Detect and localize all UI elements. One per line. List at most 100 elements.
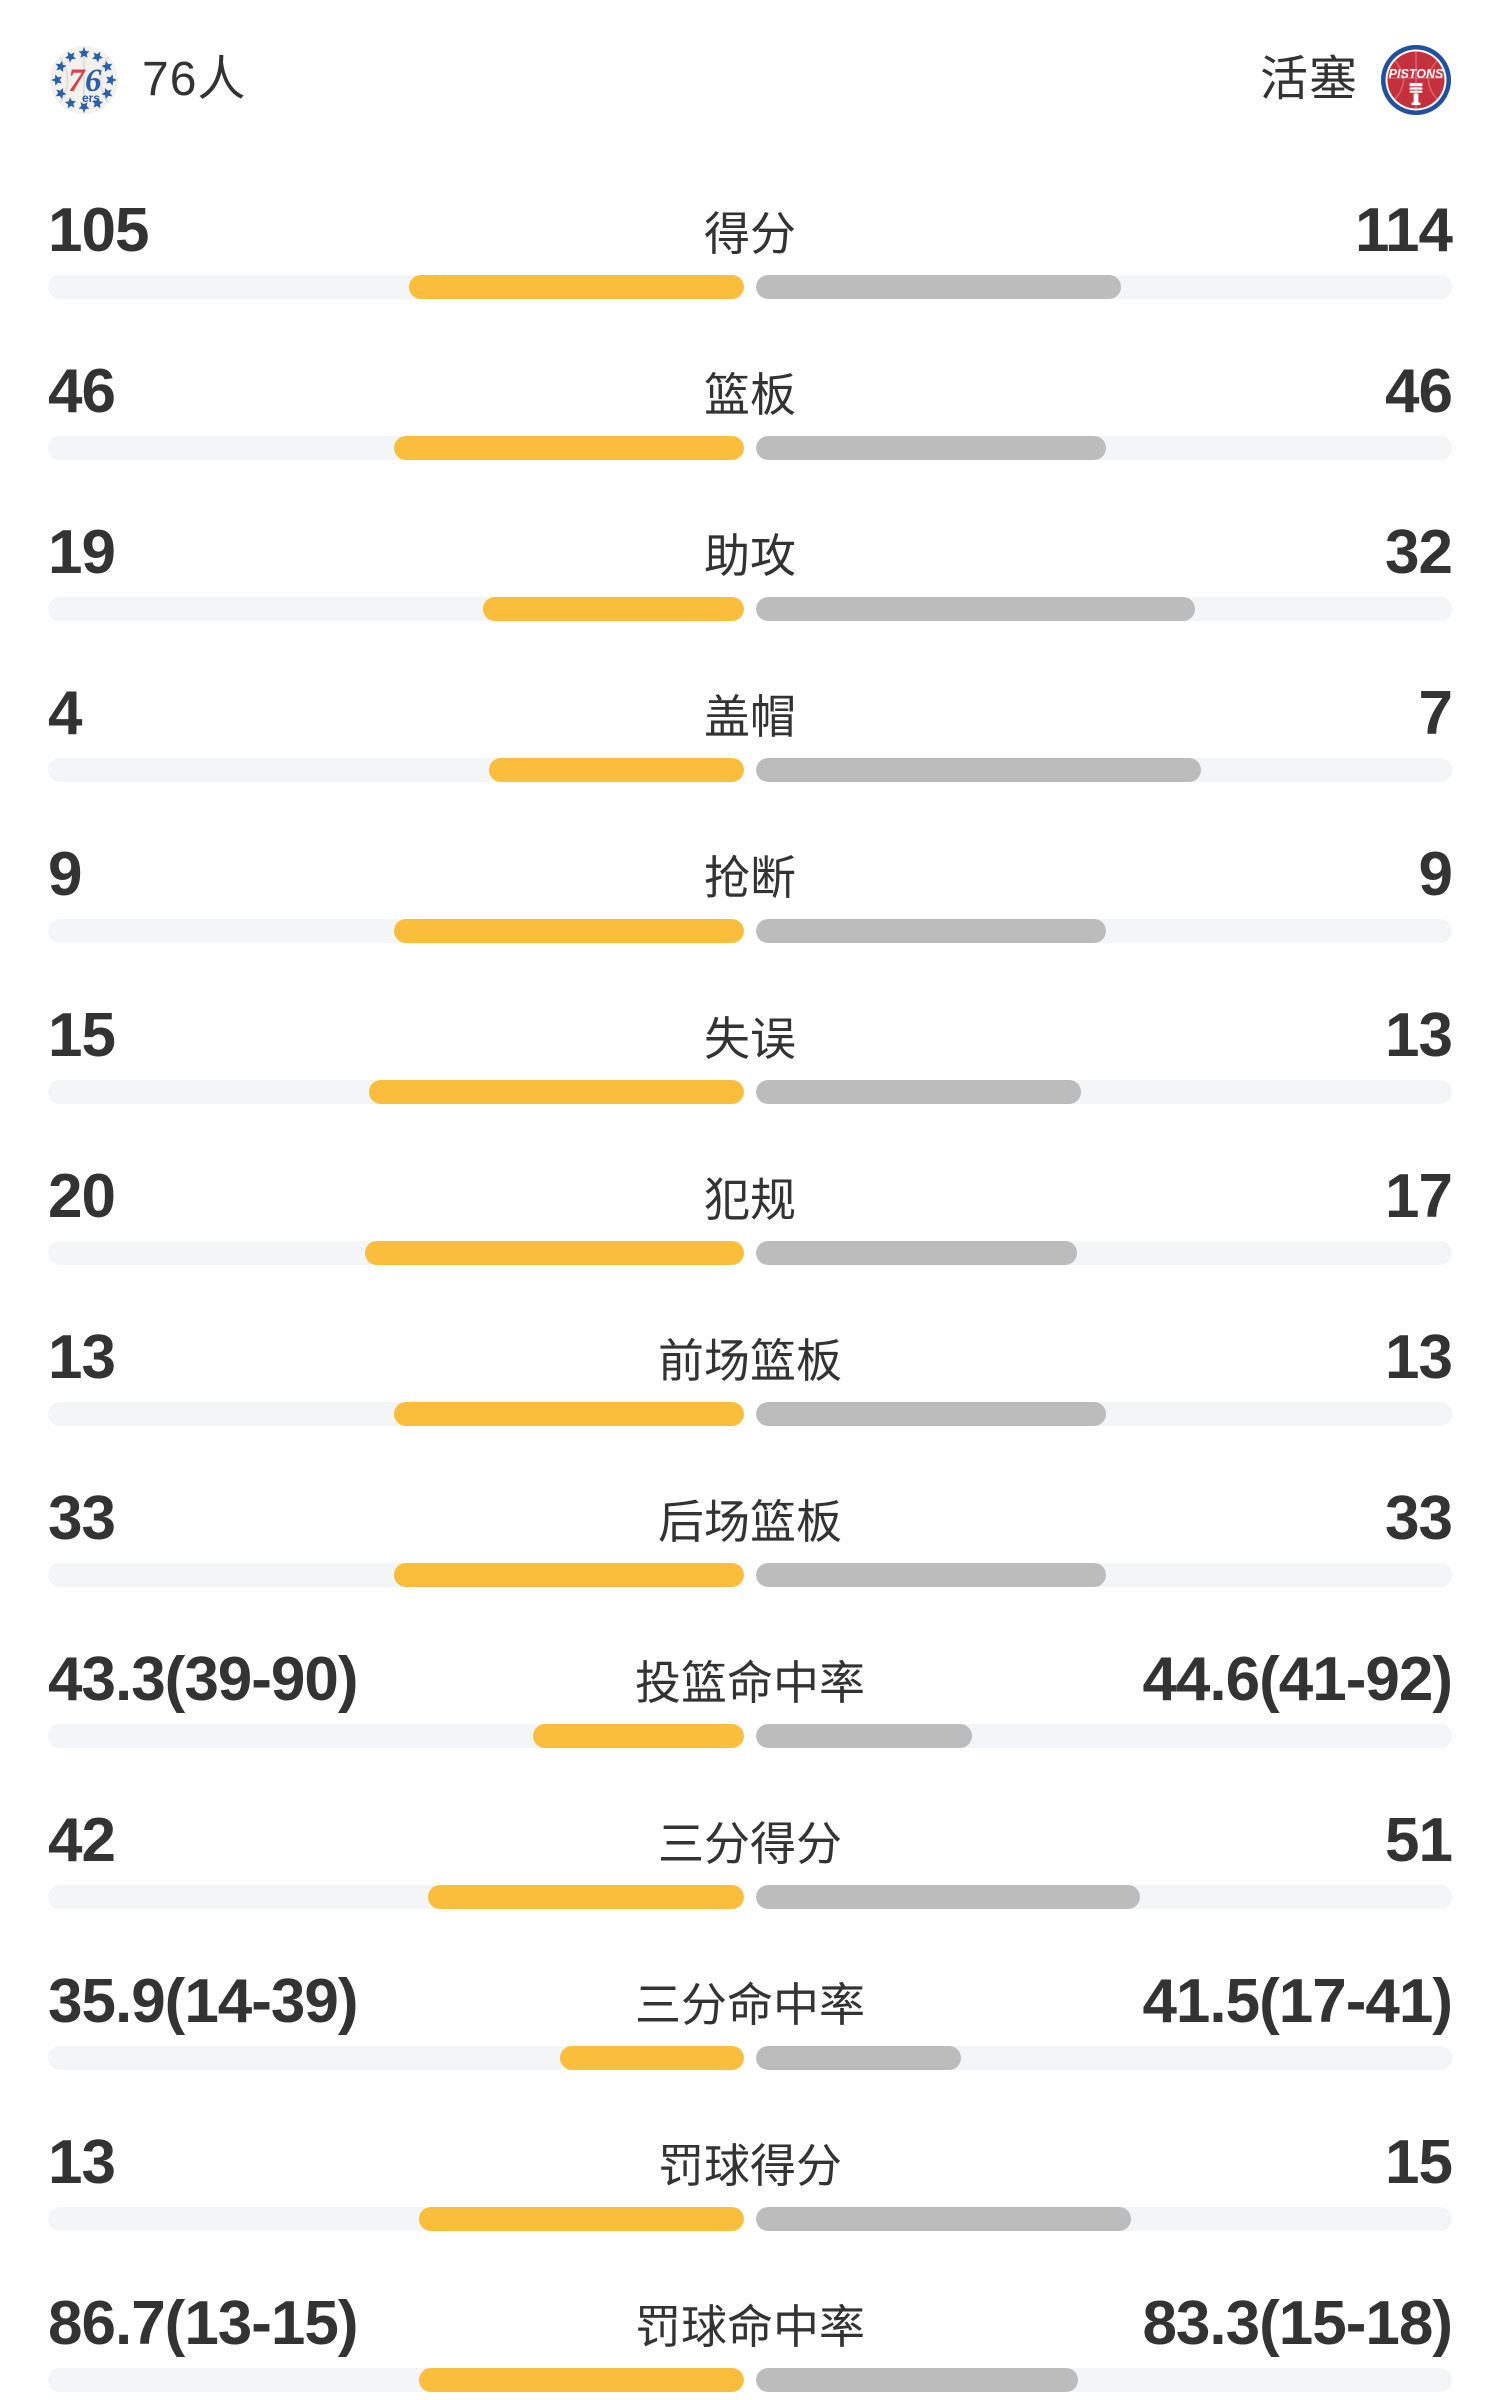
stat-value-line: 33 后场篮板 33 (48, 1484, 1453, 1553)
stat-label: 三分得分 (658, 1818, 842, 1870)
home-value: 9 (48, 840, 82, 909)
stat-row: 46 篮板 46 (48, 357, 1453, 460)
home-team-name: 76人 (142, 53, 247, 106)
away-value: 13 (1385, 1001, 1453, 1070)
home-value: 105 (48, 196, 149, 265)
away-team-name: 活塞 (1259, 53, 1358, 106)
home-bar-fill (409, 275, 744, 299)
stat-value-line: 19 助攻 32 (48, 520, 1453, 586)
stat-label: 投篮命中率 (635, 1657, 865, 1709)
away-value: 33 (1385, 1484, 1453, 1553)
away-bar-track (756, 1402, 1452, 1426)
away-bar-track (756, 758, 1452, 782)
home-team: 7 6 ers 76人 (48, 44, 246, 116)
home-bar-fill (428, 1885, 744, 1909)
away-bar-track (756, 2207, 1452, 2231)
stat-value-line: 13 罚球得分 15 (48, 2128, 1453, 2197)
home-value: 46 (48, 357, 116, 426)
pistons-logo-icon: PISTONS (1381, 45, 1451, 115)
stat-label: 三分命中率 (635, 1979, 865, 2031)
home-value: 35.9(14-39) (48, 1967, 359, 2036)
home-bar-track (48, 436, 744, 460)
home-value: 33 (48, 1484, 116, 1553)
away-value: 7 (1418, 679, 1453, 748)
home-bar-fill (394, 436, 744, 460)
away-bar-track (756, 2046, 1452, 2070)
home-bar-fill (394, 1563, 744, 1587)
home-bar-track (48, 1885, 744, 1909)
away-bar-fill (756, 758, 1201, 782)
away-value: 51 (1385, 1806, 1453, 1875)
away-bar-track (756, 1241, 1452, 1265)
home-value: 13 (48, 1323, 116, 1392)
stat-row: 4 盖帽 7 (48, 679, 1453, 782)
away-bar-fill (756, 1402, 1106, 1426)
stat-bar-line (48, 919, 1452, 943)
stat-label: 助攻 (704, 530, 796, 582)
stat-label: 后场篮板 (658, 1496, 842, 1548)
home-bar-fill (483, 597, 744, 621)
stat-label: 得分 (704, 208, 796, 260)
away-value: 15 (1385, 2128, 1453, 2197)
stat-value-line: 86.7(13-15) 罚球命中率 83.3(15-18) (48, 2289, 1453, 2358)
home-bar-track (48, 919, 744, 943)
away-bar-track (756, 275, 1452, 299)
home-bar-fill (419, 2368, 744, 2392)
home-bar-fill (394, 919, 744, 943)
stat-label: 犯规 (704, 1174, 796, 1226)
away-bar-fill (756, 919, 1106, 943)
stat-label: 抢断 (704, 852, 796, 904)
away-bar-fill (756, 597, 1195, 621)
home-value: 4 (48, 679, 82, 748)
home-bar-track (48, 1402, 744, 1426)
stat-value-line: 105 得分 114 (48, 196, 1453, 265)
stat-row: 19 助攻 32 (48, 520, 1453, 621)
stat-value-line: 20 犯规 17 (48, 1162, 1453, 1231)
stat-value-line: 43.3(39-90) 投篮命中率 44.6(41-92) (48, 1647, 1453, 1713)
home-bar-fill (533, 1724, 744, 1748)
stat-bar-line (48, 1241, 1452, 1265)
away-value: 13 (1385, 1323, 1453, 1392)
away-bar-track (756, 597, 1452, 621)
away-bar-fill (756, 1563, 1106, 1587)
home-bar-track (48, 758, 744, 782)
stat-bar-line (48, 2368, 1452, 2392)
home-bar-fill (365, 1241, 744, 1265)
stat-row: 33 后场篮板 33 (48, 1484, 1453, 1587)
stat-label: 失误 (704, 1013, 796, 1065)
sixers-logo-icon: 7 6 ers (50, 46, 118, 114)
home-bar-track (48, 1241, 744, 1265)
stat-label: 篮板 (704, 369, 796, 421)
away-value: 9 (1418, 840, 1453, 909)
away-bar-track (756, 1080, 1452, 1104)
away-bar-fill (756, 436, 1106, 460)
away-bar-fill (756, 1080, 1081, 1104)
home-bar-fill (369, 1080, 744, 1104)
stat-value-line: 4 盖帽 7 (48, 679, 1453, 748)
home-bar-fill (419, 2207, 744, 2231)
stats-list: 105 得分 114 46 篮板 46 (48, 196, 1453, 2392)
home-bar-track (48, 1563, 744, 1587)
stat-bar-line (48, 597, 1452, 621)
away-bar-fill (756, 1241, 1077, 1265)
stat-value-line: 35.9(14-39) 三分命中率 41.5(17-41) (48, 1967, 1453, 2036)
home-value: 20 (48, 1162, 116, 1231)
svg-text:ers: ers (82, 91, 100, 105)
svg-text:PISTONS: PISTONS (1389, 67, 1444, 81)
stat-bar-line (48, 1724, 1452, 1748)
home-bar-track (48, 597, 744, 621)
home-bar-track (48, 275, 744, 299)
away-value: 46 (1385, 357, 1453, 426)
away-bar-track (756, 919, 1452, 943)
home-value: 86.7(13-15) (48, 2289, 359, 2358)
away-bar-track (756, 1724, 1452, 1748)
stat-row: 13 前场篮板 13 (48, 1323, 1453, 1426)
stat-bar-line (48, 1885, 1452, 1909)
stat-row: 20 犯规 17 (48, 1162, 1453, 1265)
stat-bar-line (48, 436, 1452, 460)
away-bar-track (756, 436, 1452, 460)
home-bar-track (48, 2046, 744, 2070)
home-bar-track (48, 2207, 744, 2231)
home-bar-track (48, 1724, 744, 1748)
